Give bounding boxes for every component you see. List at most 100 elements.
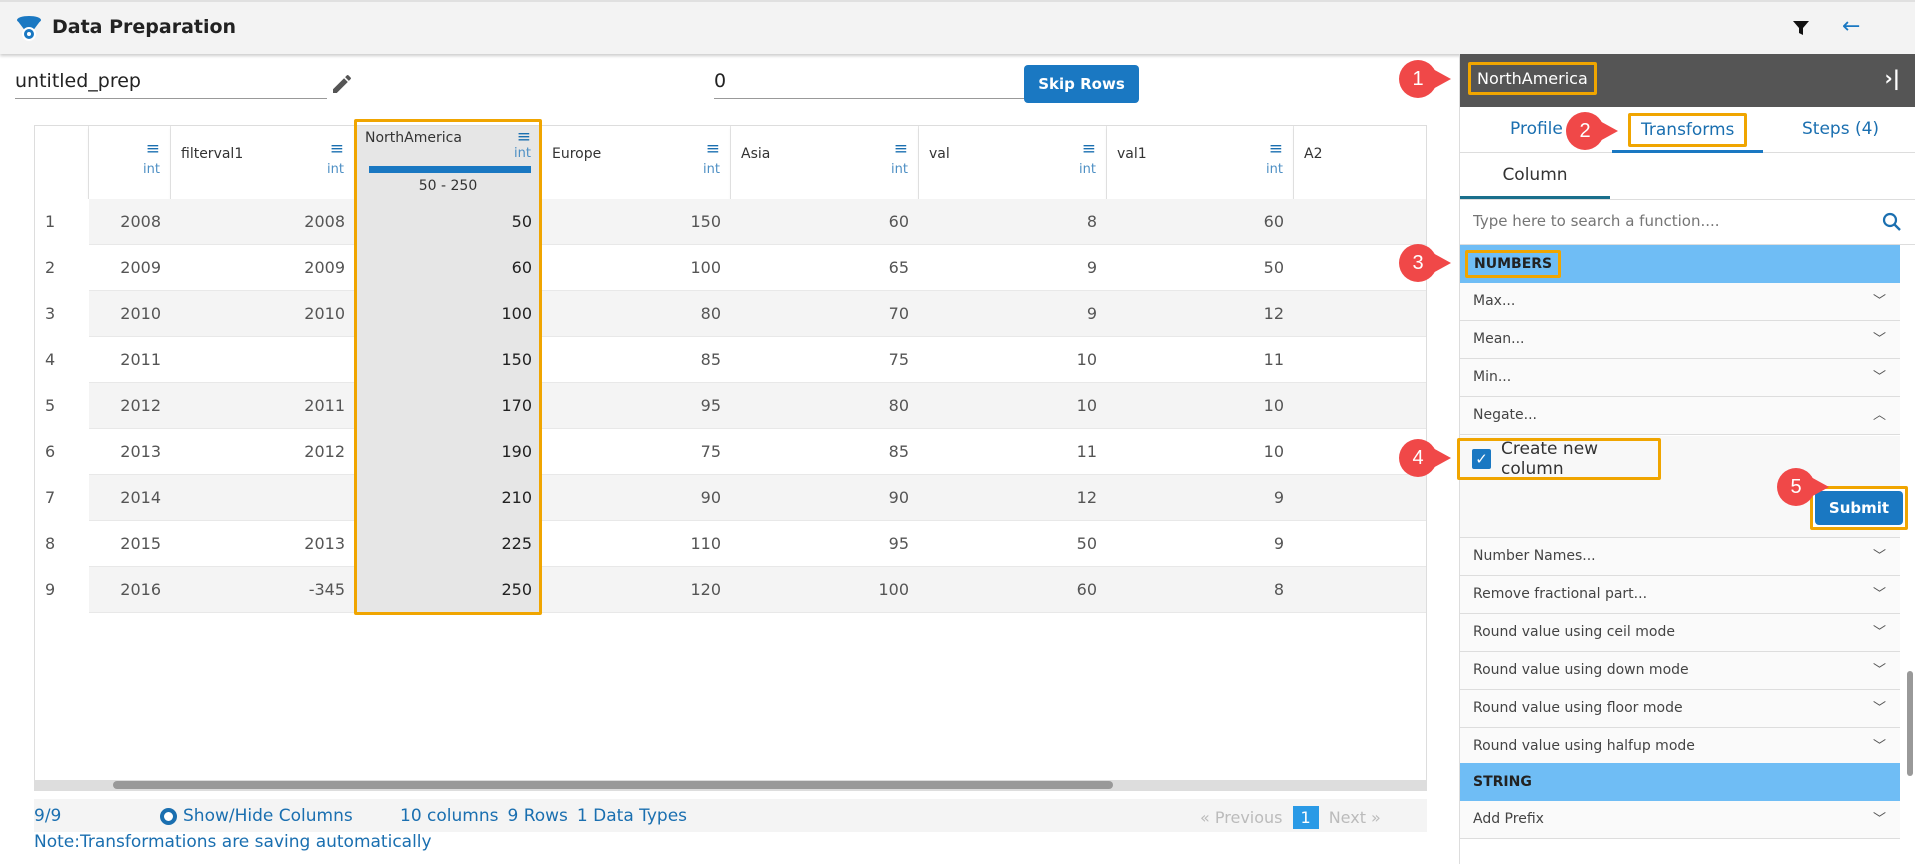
- table-cell[interactable]: 100: [878, 580, 909, 599]
- function-item[interactable]: Round value using down mode ﹀: [1460, 652, 1900, 690]
- filter-icon[interactable]: [1792, 19, 1810, 37]
- table-cell[interactable]: 95: [888, 534, 909, 553]
- table-cell[interactable]: 2014: [120, 488, 161, 507]
- table-cell[interactable]: 2012: [120, 396, 161, 415]
- table-cell[interactable]: 2009: [304, 258, 345, 277]
- column-header-val[interactable]: val ≡ int: [919, 126, 1107, 199]
- prep-name-input[interactable]: untitled_prep: [15, 70, 327, 99]
- section-string[interactable]: STRING: [1460, 763, 1900, 801]
- table-cell[interactable]: 80: [888, 396, 909, 415]
- table-cell[interactable]: 2015: [120, 534, 161, 553]
- menu-icon[interactable]: ≡: [1081, 139, 1096, 159]
- table-cell[interactable]: 80: [700, 304, 721, 323]
- table-cell[interactable]: 75: [700, 442, 721, 461]
- column-header-a2[interactable]: A2: [1294, 126, 1426, 199]
- table-cell[interactable]: 50: [1076, 534, 1097, 553]
- function-item[interactable]: Negate... ︿: [1460, 397, 1900, 435]
- table-cell[interactable]: 2008: [304, 212, 345, 231]
- tab-transforms[interactable]: Transforms: [1628, 113, 1748, 147]
- table-cell[interactable]: 60: [355, 245, 542, 291]
- chevron-down-icon[interactable]: ﹀: [1872, 370, 1886, 385]
- next-page-button[interactable]: Next »: [1328, 808, 1381, 827]
- table-cell[interactable]: 12: [1263, 304, 1284, 323]
- menu-icon[interactable]: ≡: [145, 139, 160, 159]
- section-numbers[interactable]: NUMBERS: [1460, 245, 1900, 283]
- tab-profile[interactable]: Profile: [1510, 119, 1563, 139]
- table-cell[interactable]: 85: [700, 350, 721, 369]
- table-cell[interactable]: 90: [888, 488, 909, 507]
- table-cell[interactable]: 85: [888, 442, 909, 461]
- table-cell[interactable]: [1294, 337, 1426, 383]
- chevron-down-icon[interactable]: ﹀: [1872, 739, 1886, 754]
- page-1-button[interactable]: 1: [1292, 806, 1319, 829]
- table-cell[interactable]: 100: [355, 291, 542, 337]
- function-search-input[interactable]: [1473, 212, 1873, 230]
- table-cell[interactable]: [1294, 475, 1426, 521]
- pencil-icon[interactable]: [330, 72, 354, 96]
- table-cell[interactable]: 2012: [304, 442, 345, 461]
- table-cell[interactable]: 2013: [120, 442, 161, 461]
- function-item[interactable]: Round value using ceil mode ﹀: [1460, 614, 1900, 652]
- table-cell[interactable]: 150: [355, 337, 542, 383]
- table-cell[interactable]: 10: [1263, 442, 1284, 461]
- function-item[interactable]: Round value using halfup mode ﹀: [1460, 728, 1900, 766]
- table-cell[interactable]: 60: [1263, 212, 1284, 231]
- subtab-column[interactable]: Column: [1460, 153, 1610, 199]
- search-icon[interactable]: [1882, 212, 1902, 232]
- table-cell[interactable]: 2010: [304, 304, 345, 323]
- table-cell[interactable]: 8: [1086, 212, 1097, 231]
- table-cell[interactable]: -345: [308, 580, 345, 599]
- table-cell[interactable]: 210: [355, 475, 542, 521]
- table-cell[interactable]: 95: [700, 396, 721, 415]
- show-hide-columns-button[interactable]: Show/Hide Columns: [160, 806, 353, 826]
- table-cell[interactable]: 2011: [304, 396, 345, 415]
- table-cell[interactable]: 100: [690, 258, 721, 277]
- table-cell[interactable]: 50: [1263, 258, 1284, 277]
- table-cell[interactable]: 11: [1076, 442, 1097, 461]
- arrow-left-icon[interactable]: ←: [1842, 14, 1861, 39]
- panel-scrollbar[interactable]: [1907, 671, 1913, 776]
- table-cell[interactable]: 10: [1076, 396, 1097, 415]
- table-cell[interactable]: 9: [1086, 258, 1097, 277]
- column-header-northamerica[interactable]: NorthAmerica ≡ int 50 - 250: [355, 126, 542, 199]
- chevron-down-icon[interactable]: ﹀: [1872, 812, 1886, 827]
- table-cell[interactable]: 70: [888, 304, 909, 323]
- skip-rows-button[interactable]: Skip Rows: [1024, 65, 1139, 103]
- column-header-filterval1[interactable]: filterval1 ≡ int: [171, 126, 355, 199]
- table-cell[interactable]: 2016: [120, 580, 161, 599]
- function-item[interactable]: Add Prefix ﹀: [1460, 801, 1900, 839]
- table-cell[interactable]: 190: [355, 429, 542, 475]
- function-item[interactable]: Round value using floor mode ﹀: [1460, 690, 1900, 728]
- chevron-down-icon[interactable]: ﹀: [1872, 294, 1886, 309]
- menu-icon[interactable]: ≡: [516, 127, 531, 147]
- table-cell[interactable]: [1294, 521, 1426, 567]
- table-cell[interactable]: 120: [690, 580, 721, 599]
- table-cell[interactable]: 250: [355, 567, 542, 613]
- previous-page-button[interactable]: « Previous: [1200, 808, 1283, 827]
- table-cell[interactable]: 8: [1273, 580, 1284, 599]
- table-cell[interactable]: 60: [888, 212, 909, 231]
- function-search[interactable]: [1460, 199, 1915, 245]
- collapse-panel-icon[interactable]: ›|: [1884, 66, 1900, 90]
- table-cell[interactable]: 2011: [120, 350, 161, 369]
- tab-steps[interactable]: Steps (4): [1802, 119, 1880, 139]
- table-cell[interactable]: 2009: [120, 258, 161, 277]
- table-cell[interactable]: 65: [888, 258, 909, 277]
- table-cell[interactable]: [1294, 291, 1426, 337]
- table-cell[interactable]: 90: [700, 488, 721, 507]
- table-cell[interactable]: 2008: [120, 212, 161, 231]
- table-cell[interactable]: 10: [1076, 350, 1097, 369]
- table-cell[interactable]: 170: [355, 383, 542, 429]
- skip-rows-input[interactable]: 0: [714, 70, 1026, 99]
- table-cell[interactable]: 10: [1263, 396, 1284, 415]
- column-header-europe[interactable]: Europe ≡ int: [542, 126, 731, 199]
- chevron-down-icon[interactable]: ﹀: [1872, 549, 1886, 564]
- table-cell[interactable]: 9: [1273, 488, 1284, 507]
- menu-icon[interactable]: ≡: [893, 139, 908, 159]
- function-item[interactable]: Min... ﹀: [1460, 359, 1900, 397]
- chevron-down-icon[interactable]: ﹀: [1872, 587, 1886, 602]
- table-cell[interactable]: 9: [1273, 534, 1284, 553]
- table-cell[interactable]: 9: [1086, 304, 1097, 323]
- table-cell[interactable]: [1294, 199, 1426, 245]
- table-cell[interactable]: [1294, 383, 1426, 429]
